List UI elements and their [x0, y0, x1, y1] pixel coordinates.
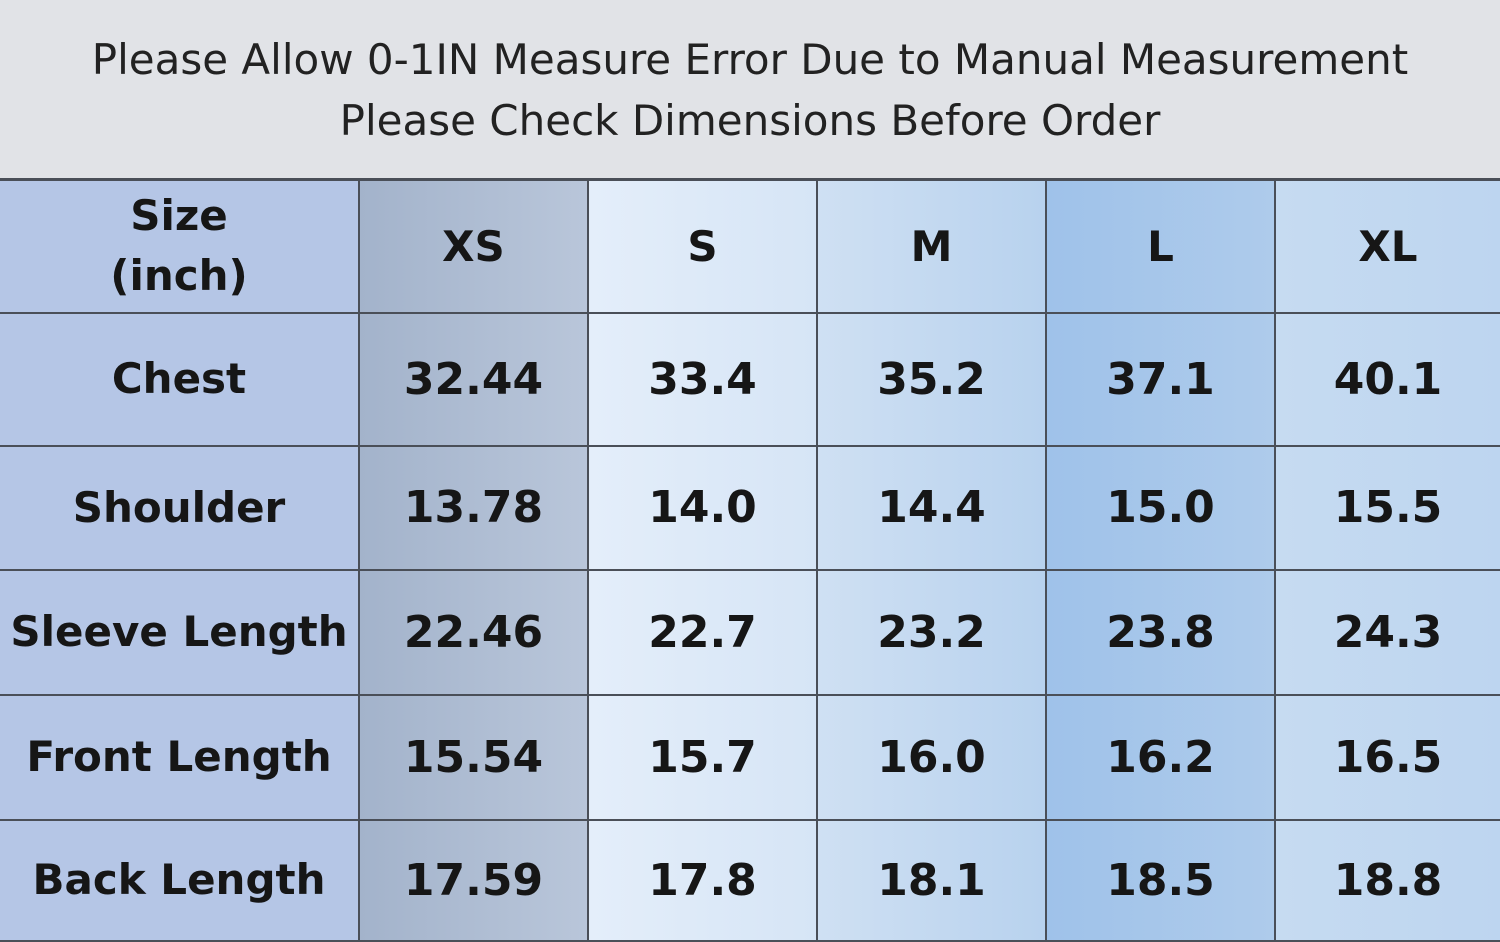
table-row-sleeve-length: Sleeve Length 22.46 22.7 23.2 23.8 24.3 — [0, 568, 1500, 696]
size-header-label: Size — [130, 191, 228, 241]
notice-line-measure-error: Please Allow 0-1IN Measure Error Due to … — [91, 35, 1409, 84]
table-row-chest: Chest 32.44 33.4 35.2 37.1 40.1 — [0, 311, 1500, 447]
table-cell: 17.59 — [358, 818, 589, 942]
table-cell: 24.3 — [1274, 568, 1500, 696]
table-row-back-length: Back Length 17.59 17.8 18.1 18.5 18.8 — [0, 818, 1500, 942]
table-cell: 16.0 — [816, 693, 1047, 821]
row-label-front-length: Front Length — [0, 693, 360, 821]
size-s-header: S — [587, 178, 818, 314]
size-xs-header: XS — [358, 178, 589, 314]
table-row-shoulder: Shoulder 13.78 14.0 14.4 15.0 15.5 — [0, 444, 1500, 571]
table-cell: 15.0 — [1045, 444, 1276, 571]
row-label-back-length: Back Length — [0, 818, 360, 942]
table-cell: 22.46 — [358, 568, 589, 696]
table-cell: 23.2 — [816, 568, 1047, 696]
size-inch-header: Size (inch) — [0, 178, 360, 314]
measurement-notice: Please Allow 0-1IN Measure Error Due to … — [0, 0, 1500, 178]
table-cell: 16.5 — [1274, 693, 1500, 821]
table-cell: 14.4 — [816, 444, 1047, 571]
table-cell: 18.1 — [816, 818, 1047, 942]
table-cell: 15.54 — [358, 693, 589, 821]
inch-unit-label: (inch) — [110, 251, 248, 301]
table-cell: 15.5 — [1274, 444, 1500, 571]
table-cell: 14.0 — [587, 444, 818, 571]
table-cell: 13.78 — [358, 444, 589, 571]
table-cell: 40.1 — [1274, 311, 1500, 447]
row-label-chest: Chest — [0, 311, 360, 447]
table-cell: 17.8 — [587, 818, 818, 942]
table-cell: 15.7 — [587, 693, 818, 821]
row-label-shoulder: Shoulder — [0, 444, 360, 571]
table-cell: 33.4 — [587, 311, 818, 447]
table-row-front-length: Front Length 15.54 15.7 16.0 16.2 16.5 — [0, 693, 1500, 821]
table-cell: 22.7 — [587, 568, 818, 696]
table-cell: 23.8 — [1045, 568, 1276, 696]
table-cell: 35.2 — [816, 311, 1047, 447]
table-cell: 37.1 — [1045, 311, 1276, 447]
table-cell: 16.2 — [1045, 693, 1276, 821]
table-cell: 18.8 — [1274, 818, 1500, 942]
size-m-header: M — [816, 178, 1047, 314]
size-l-header: L — [1045, 178, 1276, 314]
row-label-sleeve-length: Sleeve Length — [0, 568, 360, 696]
size-xl-header: XL — [1274, 178, 1500, 314]
notice-line-check-dimensions: Please Check Dimensions Before Order — [339, 96, 1161, 145]
table-cell: 32.44 — [358, 311, 589, 447]
size-header-row: Size (inch) XS S M L XL — [0, 178, 1500, 314]
table-cell: 18.5 — [1045, 818, 1276, 942]
size-chart-table: Size (inch) XS S M L XL Chest 32.44 33.4… — [0, 178, 1500, 942]
